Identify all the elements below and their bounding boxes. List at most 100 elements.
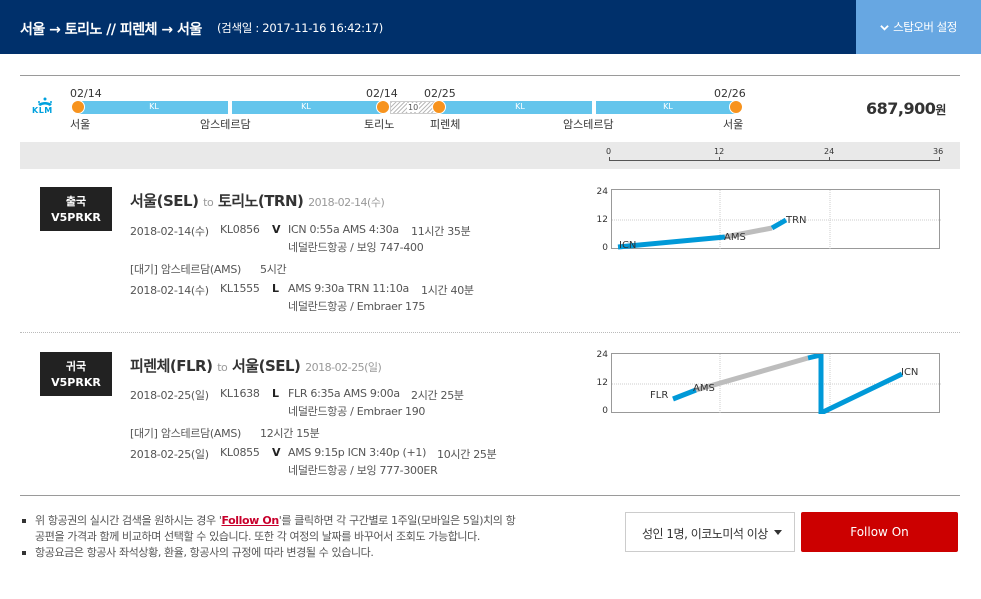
timeline-dot bbox=[376, 100, 390, 114]
timeline-city: 암스테르담 bbox=[200, 118, 251, 131]
flight-times: FLR 6:35a AMS 9:00a bbox=[288, 387, 400, 400]
aircraft-info: 네덜란드항공 / 보잉 747-400 bbox=[288, 241, 424, 254]
timeline-date: 02/25 bbox=[424, 87, 456, 100]
time-scale-bar bbox=[20, 142, 960, 169]
booking-class: V bbox=[272, 446, 281, 459]
timeline-date: 02/14 bbox=[366, 87, 398, 100]
outbound-flight-chart: ICN AMS TRN bbox=[611, 189, 941, 250]
timeline-dot bbox=[729, 100, 743, 114]
header-bar: 서울 → 토리노 // 피렌체 → 서울 (검색일 : 2017-11-16 1… bbox=[0, 0, 981, 54]
leg-origin: 피렌체(FLR) bbox=[130, 357, 213, 375]
notice-item: 항공요금은 항공사 좌석상황, 환율, 항공사의 규정에 따라 변경될 수 있습… bbox=[22, 545, 522, 561]
follow-on-link[interactable]: Follow On bbox=[221, 514, 279, 527]
notice-text: '를 클릭하면 각 구간별로 1주일(모바일은 5일)치의 항공편을 가격과 함… bbox=[35, 514, 516, 543]
outbound-badge: 출국 V5PRKR bbox=[40, 187, 112, 231]
leg-origin: 서울(SEL) bbox=[130, 192, 199, 210]
wait-label: [대기] 암스테르담(AMS) bbox=[130, 263, 242, 276]
segment-code: KL bbox=[515, 102, 525, 111]
timeline-date: 02/26 bbox=[714, 87, 746, 100]
chart-y-tick: 24 bbox=[596, 187, 608, 197]
segment-code: KL bbox=[149, 102, 159, 111]
leg-divider bbox=[20, 332, 960, 333]
booking-class: L bbox=[272, 387, 280, 400]
aircraft-info: 네덜란드항공 / Embraer 175 bbox=[288, 300, 426, 313]
notice-text: 항공요금은 항공사 좌석상황, 환율, 항공사의 규정에 따라 변경될 수 있습… bbox=[35, 546, 374, 559]
segment-code: KL bbox=[663, 102, 673, 111]
scale-tick bbox=[719, 157, 720, 161]
return-chart-svg: FLR AMS ICN bbox=[612, 354, 941, 414]
timeline-date: 02/14 bbox=[70, 87, 102, 100]
flight-line-icn-ams bbox=[617, 234, 726, 250]
timeline-dot bbox=[71, 100, 85, 114]
passenger-class-value: 성인 1명, 이코노미석 이상 bbox=[642, 527, 768, 541]
flight-duration: 10시간 25분 bbox=[437, 448, 497, 461]
booking-class: V bbox=[272, 223, 281, 236]
timeline-segment bbox=[232, 101, 384, 114]
chart-y-tick: 12 bbox=[596, 378, 608, 388]
return-flight-chart: FLR AMS ICN bbox=[611, 353, 941, 414]
wait-label: [대기] 암스테르담(AMS) bbox=[130, 427, 242, 440]
wait-time: 5시간 bbox=[260, 263, 287, 276]
scale-tick-label: 36 bbox=[933, 147, 944, 156]
scale-tick bbox=[939, 157, 940, 161]
stopover-settings-button[interactable]: 스탑오버 설정 bbox=[856, 0, 981, 54]
badge-type: 귀국 bbox=[65, 360, 87, 373]
scale-tick-label: 24 bbox=[824, 147, 835, 156]
airline-logo-text: KLM bbox=[32, 106, 53, 115]
follow-on-button[interactable]: Follow On bbox=[801, 512, 958, 552]
return-badge: 귀국 V5PRKR bbox=[40, 352, 112, 396]
chart-y-tick: 0 bbox=[602, 406, 608, 416]
flight-line-ams-icn bbox=[807, 354, 904, 414]
badge-code: V5PRKR bbox=[51, 211, 101, 224]
chart-airport-label: ICN bbox=[901, 367, 918, 378]
timeline-city: 암스테르담 bbox=[563, 118, 614, 131]
chart-airport-label: FLR bbox=[650, 390, 668, 401]
timeline-segment bbox=[440, 101, 592, 114]
flight-times: AMS 9:15p ICN 3:40p (+1) bbox=[288, 446, 427, 459]
scale-tick-label: 12 bbox=[714, 147, 725, 156]
stopover-settings-label: 스탑오버 설정 bbox=[893, 20, 957, 34]
layover-days: 10 bbox=[407, 103, 420, 112]
chart-airport-label: TRN bbox=[785, 215, 807, 226]
passenger-class-select[interactable]: 성인 1명, 이코노미석 이상 bbox=[625, 512, 795, 552]
leg-to-word: to bbox=[203, 196, 214, 209]
leg-destination: 서울(SEL) bbox=[231, 357, 301, 375]
wait-line-ams bbox=[724, 225, 773, 240]
chart-airport-label: AMS bbox=[693, 383, 715, 394]
price-amount: 687,900 bbox=[866, 99, 936, 118]
flight-duration: 2시간 25분 bbox=[411, 389, 464, 402]
flight-number: KL0855 bbox=[220, 446, 260, 459]
flight-times: ICN 0:55a AMS 4:30a bbox=[288, 223, 399, 236]
timeline-city: 서울 bbox=[723, 118, 744, 131]
aircraft-info: 네덜란드항공 / 보잉 777-300ER bbox=[288, 464, 438, 477]
timeline-city: 토리노 bbox=[364, 118, 395, 131]
scale-tick-label: 0 bbox=[606, 147, 612, 156]
scale-tick bbox=[829, 157, 830, 161]
timeline-segment bbox=[596, 101, 736, 114]
leg-title: 서울(SEL) to 토리노(TRN) 2018-02-14(수) bbox=[130, 190, 385, 211]
outbound-chart-svg: ICN AMS TRN bbox=[612, 190, 941, 250]
badge-type: 출국 bbox=[65, 195, 87, 208]
leg-to-word: to bbox=[217, 361, 228, 374]
flight-line-ams-trn bbox=[770, 217, 788, 231]
flight-date: 2018-02-14(수) bbox=[130, 225, 209, 238]
flight-duration: 1시간 40분 bbox=[421, 284, 474, 297]
scale-tick bbox=[609, 157, 610, 161]
chart-y-tick: 0 bbox=[602, 243, 608, 253]
chevron-down-icon bbox=[880, 24, 889, 31]
flight-times: AMS 9:30a TRN 11:10a bbox=[288, 282, 409, 295]
total-price: 687,900원 bbox=[866, 99, 946, 118]
flight-line-flr-ams bbox=[672, 387, 697, 402]
timeline-dot bbox=[432, 100, 446, 114]
timeline-segment bbox=[78, 101, 228, 114]
wait-line-ams bbox=[695, 355, 809, 393]
chart-airport-label: AMS bbox=[724, 232, 746, 243]
chart-y-tick: 24 bbox=[596, 350, 608, 360]
time-scale-axis bbox=[609, 160, 940, 161]
divider bbox=[20, 75, 960, 76]
flight-number: KL1638 bbox=[220, 387, 260, 400]
flight-number: KL0856 bbox=[220, 223, 260, 236]
timeline-city: 피렌체 bbox=[430, 118, 461, 131]
flight-duration: 11시간 35분 bbox=[411, 225, 471, 238]
wait-time: 12시간 15분 bbox=[260, 427, 320, 440]
